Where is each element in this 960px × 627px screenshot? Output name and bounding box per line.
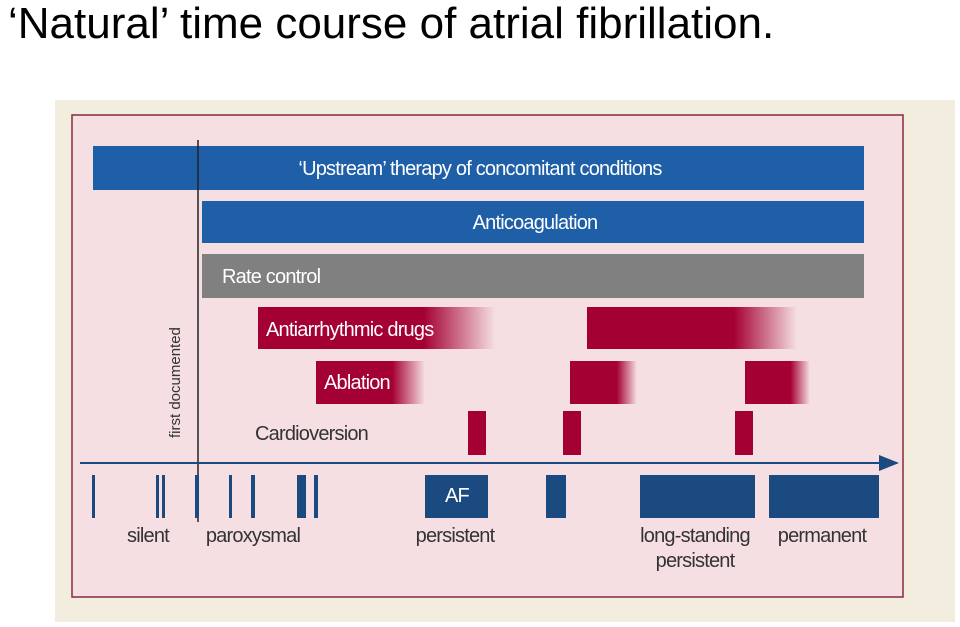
stage-label: persistent bbox=[656, 550, 736, 572]
episode bbox=[425, 475, 488, 518]
first-documented-label: first documented bbox=[167, 327, 184, 438]
episode bbox=[769, 475, 879, 518]
upstream-bar bbox=[93, 146, 864, 190]
stage-label: permanent bbox=[778, 525, 868, 547]
episode bbox=[546, 475, 566, 518]
ablation-label: Ablation bbox=[324, 372, 390, 394]
stage-label: long-standing bbox=[640, 525, 750, 547]
cardioversion-mark bbox=[735, 411, 753, 455]
ablation-bar bbox=[570, 361, 637, 404]
aad-bar bbox=[587, 307, 797, 349]
episode bbox=[229, 475, 232, 518]
af-label: AF bbox=[445, 485, 470, 507]
stage-label: silent bbox=[127, 525, 170, 547]
episode bbox=[162, 475, 165, 518]
anticoag-bar bbox=[202, 201, 864, 243]
episodes bbox=[92, 475, 879, 518]
episode bbox=[156, 475, 159, 518]
episode bbox=[92, 475, 95, 518]
anticoag-label: Anticoagulation bbox=[473, 212, 598, 234]
rate-label: Rate control bbox=[222, 266, 321, 288]
stage-label: paroxysmal bbox=[206, 525, 301, 547]
stage-label: persistent bbox=[416, 525, 496, 547]
ablation-bar bbox=[745, 361, 810, 404]
episode bbox=[195, 475, 199, 518]
episode bbox=[297, 475, 306, 518]
aad-label: Antiarrhythmic drugs bbox=[266, 319, 434, 341]
rate-bar bbox=[202, 254, 864, 298]
upstream-label: ‘Upstream’ therapy of concomitant condit… bbox=[298, 158, 662, 180]
aad-bar bbox=[258, 307, 495, 349]
episode bbox=[314, 475, 318, 518]
episode bbox=[251, 475, 255, 518]
cardioversion-label: Cardioversion bbox=[255, 423, 368, 445]
title: ‘Natural’ time course of atrial fibrilla… bbox=[8, 0, 774, 48]
episode bbox=[640, 475, 755, 518]
cardioversion-mark bbox=[563, 411, 581, 455]
cardioversion-mark bbox=[468, 411, 486, 455]
ablation-bar bbox=[316, 361, 425, 404]
